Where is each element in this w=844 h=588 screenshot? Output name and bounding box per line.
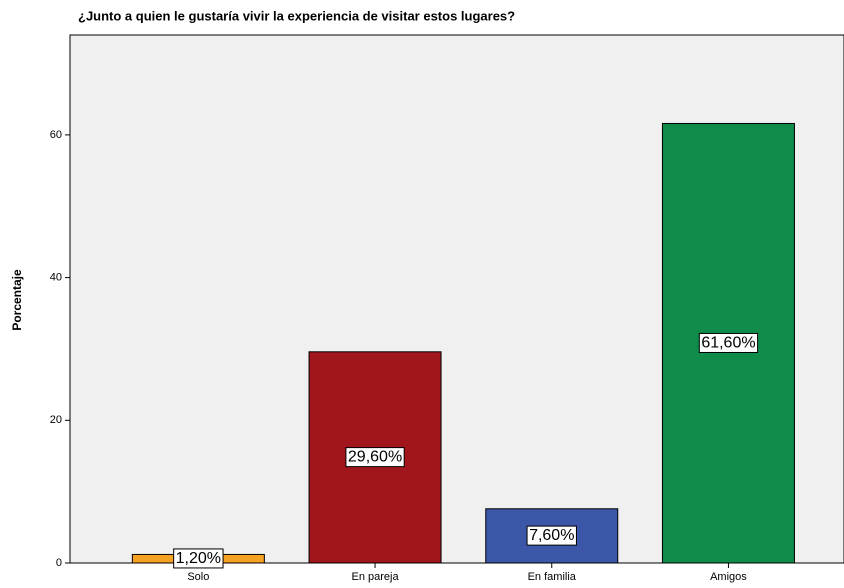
value-label-box [526,525,577,546]
value-label: 61,60% [701,334,755,351]
x-tick-label: En familia [528,571,577,583]
chart-title: ¿Junto a quien le gustaría vivir la expe… [78,8,515,23]
value-label-box [345,447,405,468]
x-tick-label: Solo [187,571,209,583]
y-tick-label: 40 [50,272,62,284]
y-tick-label: 0 [56,557,62,569]
value-label: 1,20% [176,550,221,567]
value-label-box [698,332,759,353]
y-tick-label: 20 [50,414,62,426]
value-label: 7,60% [529,527,574,544]
x-tick-label: Amigos [710,571,747,583]
value-label-box [173,548,224,569]
value-label: 29,60% [348,449,402,466]
y-axis-label: Porcentaje [10,269,24,331]
y-tick-label: 60 [50,129,62,141]
x-tick-label: En pareja [352,571,400,583]
